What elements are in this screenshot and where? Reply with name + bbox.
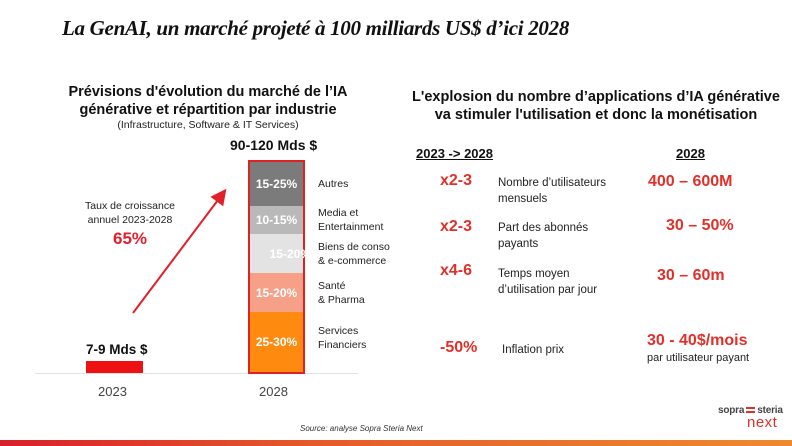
industry-label-line1: Biens de conso: [318, 241, 390, 253]
industry-label-line1: Services: [318, 325, 359, 337]
bar-segment-2028: 15-25%: [250, 162, 303, 206]
metric-value-2028: 30 – 60m: [657, 267, 725, 284]
growth-rate-value: 65%: [112, 229, 148, 248]
logo-mark-icon: [746, 407, 756, 414]
industry-label-line2: & Pharma: [318, 294, 365, 306]
metric-label-line2: payants: [498, 238, 539, 250]
growth-arrow: [132, 188, 227, 314]
segment-share-label: 15-20%: [269, 246, 311, 261]
right-heading-line2: va stimuler l'utilisation et donc la mon…: [434, 107, 758, 123]
segment-share-label: 15-25%: [255, 177, 298, 191]
stacked-bar-2028: 15-25% 10-15% 15-20% 15-20% 25-30%: [248, 160, 311, 374]
total-label-2028: 90-120 Mds $: [230, 137, 318, 153]
metric-value-2028: 30 – 50%: [666, 217, 734, 234]
metric-label-line1: Part des abonnés: [498, 222, 589, 234]
column-header-growth: 2023 -> 2028: [416, 146, 493, 161]
industry-label: Media et Entertainment: [318, 206, 383, 234]
growth-multiplier: x4-6: [440, 262, 473, 279]
industry-label-line1: Autres: [318, 178, 349, 190]
growth-rate-label: Taux de croissance annuel 2023-2028: [70, 199, 190, 227]
bar-2023: [86, 361, 143, 373]
industry-label: Autres: [318, 177, 348, 191]
growth-multiplier: x2-3: [440, 218, 473, 235]
industry-label: Biens de conso & e-commerce: [318, 240, 390, 268]
metric-label: Nombre d’utilisateurs mensuels: [498, 175, 606, 207]
industry-label-line2: Financiers: [318, 339, 367, 351]
industry-label: Santé & Pharma: [318, 279, 365, 307]
segment-share-label: 15-20%: [255, 285, 298, 300]
growth-multiplier: -50%: [440, 339, 478, 356]
chart-subheading: (Infrastructure, Software & IT Services): [117, 119, 299, 131]
chart-heading: Prévisions d'évolution du marché de l’IA…: [48, 83, 368, 119]
bar-segment-2028: 15-20%: [250, 234, 311, 273]
x-tick-2028: 2028: [259, 384, 288, 399]
metric-label: Part des abonnés payants: [498, 220, 588, 252]
source-note: Source: analyse Sopra Steria Next: [300, 424, 423, 433]
total-label-2023: 7-9 Mds $: [86, 342, 148, 357]
bottom-accent-bar: [0, 440, 792, 446]
logo-text-sopra: sopra: [718, 405, 745, 416]
growth-rate-label-line1: Taux de croissance: [85, 200, 175, 212]
bar-segment-2028: 10-15%: [250, 206, 303, 234]
metric-value-subtext: par utilisateur payant: [647, 352, 750, 364]
right-heading-line1: L'explosion du nombre d’applications d’I…: [412, 89, 780, 105]
bar-segment-2028: 25-30%: [250, 312, 303, 372]
metric-label-line2: d’utilisation par jour: [498, 284, 598, 296]
slide-title: La GenAI, un marché projeté à 100 millia…: [62, 16, 570, 40]
right-heading: L'explosion du nombre d’applications d’I…: [400, 88, 792, 124]
company-logo: sopra steria: [718, 405, 783, 416]
metric-value-2028: 400 – 600M: [648, 173, 733, 190]
metric-label: Inflation prix: [502, 342, 564, 358]
industry-label-line2: & e-commerce: [318, 255, 387, 267]
metric-label-line1: Nombre d’utilisateurs: [498, 177, 607, 189]
metric-label-line1: Temps moyen: [498, 268, 570, 280]
growth-arrow-line: [132, 188, 227, 314]
column-header-2028: 2028: [676, 146, 705, 161]
industry-label: Services Financiers: [318, 324, 366, 352]
chart-heading-line1: Prévisions d'évolution du marché de l’IA: [68, 84, 348, 100]
segment-share-label: 10-15%: [255, 213, 298, 227]
industry-label-line1: Media et: [318, 207, 359, 219]
metric-value-2028: 30 - 40$/mois: [647, 332, 748, 349]
bar-segment-2028: 15-20%: [250, 273, 303, 312]
logo-text-steria: steria: [757, 405, 783, 416]
industry-label-line2: Entertainment: [318, 221, 384, 233]
growth-multiplier: x2-3: [440, 172, 473, 189]
x-tick-2023: 2023: [98, 384, 127, 399]
industry-label-line1: Santé: [318, 280, 346, 292]
metric-label-line1: Inflation prix: [502, 344, 565, 356]
chart-heading-line2: générative et répartition par industrie: [79, 102, 337, 118]
segment-share-label: 25-30%: [255, 335, 298, 349]
metric-label: Temps moyen d’utilisation par jour: [498, 266, 597, 298]
chart-baseline: [35, 373, 358, 374]
growth-rate-label-line2: annuel 2023-2028: [87, 214, 173, 226]
metric-label-line2: mensuels: [498, 193, 548, 205]
logo-text-next: next: [747, 414, 778, 431]
